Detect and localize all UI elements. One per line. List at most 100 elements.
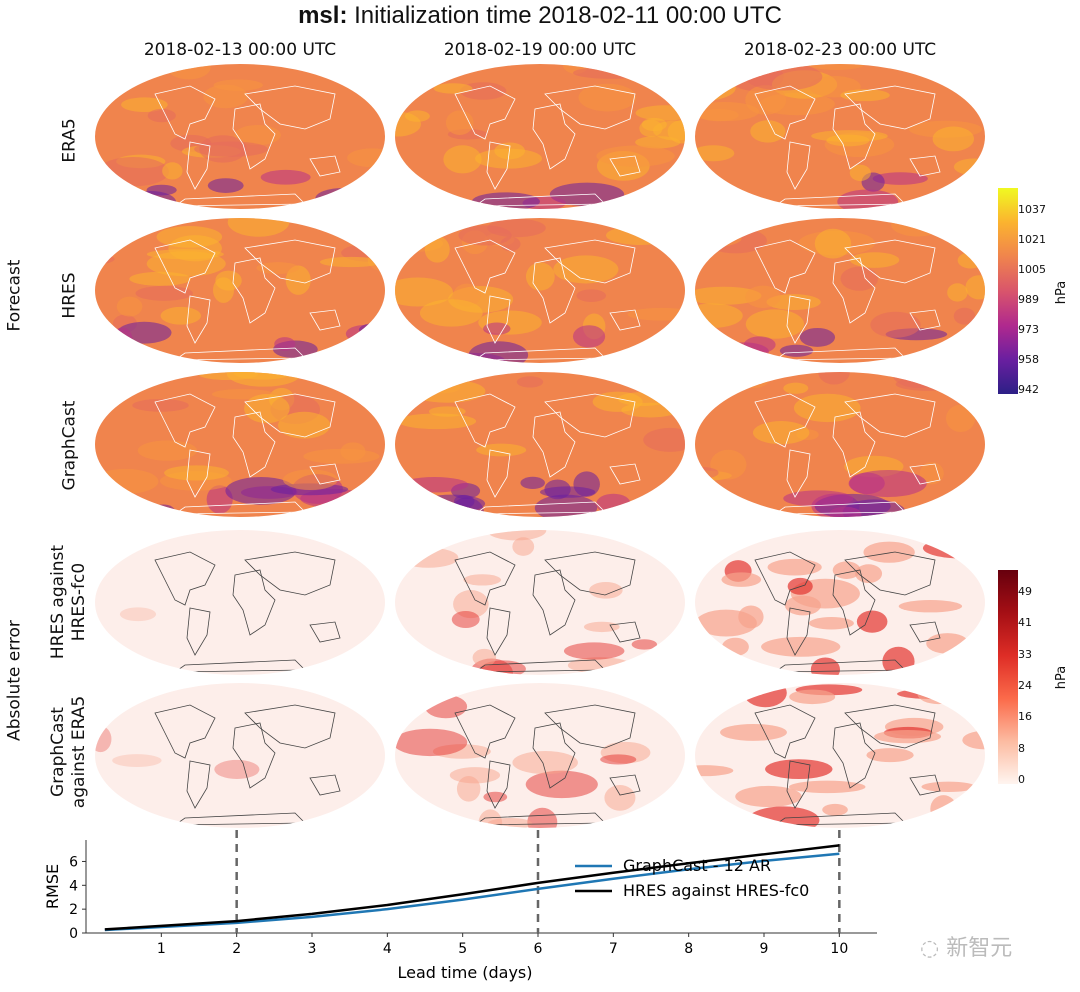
field-blob [234,125,281,146]
era5-map-col3 [695,64,985,209]
field-blob [863,541,915,563]
field-blob [207,178,244,193]
field-blob [534,494,598,517]
init-time: Initialization time 2018-02-11 00:00 UTC [354,2,782,29]
coastline [309,155,341,177]
field-blob [476,443,527,457]
field-blob [818,372,850,385]
field-blob [897,688,973,700]
field-blob [745,309,805,339]
x-tick-label: 9 [760,941,769,957]
field-blob [744,64,823,91]
forecast-colorbar-tick: 942 [1018,383,1039,396]
field-blob [112,754,162,767]
field-blob [695,286,762,305]
coastline [909,155,941,177]
field-blob [395,728,468,757]
group-label-error: Absolute error [4,620,25,741]
field-blob [596,145,675,167]
graphcast-error-map-col1 [95,683,385,828]
field-blob [695,800,727,824]
field-blob [212,277,235,303]
field-blob [315,187,374,209]
field-blob [604,784,636,811]
column-header-1: 2018-02-13 00:00 UTC [143,40,337,60]
field-blob [668,488,685,516]
field-blob [947,283,968,302]
field-blob [814,228,852,259]
hres-error-map-col1 [95,530,385,675]
field-blob [404,110,430,122]
field-blob [424,236,450,263]
error-colorbar-tick: 16 [1018,710,1032,724]
field-blob [576,289,607,302]
field-blob [606,225,675,246]
graphcast-map-col3 [695,372,985,517]
x-tick-label: 5 [458,941,467,957]
field-blob [132,398,189,412]
field-blob [935,808,985,822]
x-axis-label: Lead time (days) [397,963,532,982]
coastline [244,239,336,284]
coastline [609,463,641,485]
coastline [844,393,936,438]
y-tick-label: 2 [69,902,78,918]
field-blob [832,561,861,579]
forecast-colorbar-tick: 973 [1018,323,1039,336]
field-blob [274,337,296,351]
coastline [309,463,341,485]
field-blob [953,307,976,325]
coastline [786,760,811,809]
field-blob [695,765,734,777]
coastline [486,295,511,344]
field-blob [285,265,311,295]
field-blob [119,607,157,622]
field-blob [451,611,480,629]
field-blob [160,306,202,325]
coastline [909,621,941,643]
field-blob [405,352,452,363]
field-blob [808,617,854,630]
field-blob [433,83,473,94]
field-blob [926,633,969,654]
field-blob [948,492,985,507]
field-blob [137,440,198,461]
field-blob [866,748,914,763]
coastline [186,607,211,656]
field-blob [711,530,767,539]
y-tick-label: 4 [69,878,78,894]
x-tick-label: 7 [609,941,618,957]
error-colorbar-tick: 41 [1018,616,1032,630]
field-blob [395,345,426,363]
coastline [186,295,211,344]
coastline [544,393,636,438]
row-label-hres-error: HRES against HRES-fc0 [48,544,89,660]
field-blob [95,468,159,494]
field-blob [745,285,781,309]
forecast-colorbar-tick: 958 [1018,353,1039,366]
coastline [244,704,336,749]
coastline [909,774,941,796]
field-blob [327,67,373,84]
hres-error-map-col3 [695,530,985,675]
coastline [844,85,936,130]
field-blob [750,120,786,143]
field-blob [563,642,625,660]
coastline [786,607,811,656]
coastline [786,141,811,190]
field-blob [321,530,353,544]
coastline [154,393,216,448]
field-blob [779,344,814,357]
field-blob [789,780,866,794]
watermark: ◌ 新智元 [920,936,1013,961]
series-line-2 [104,844,840,931]
field-blob [752,421,810,445]
series-line-1 [104,852,840,932]
field-blob [732,507,768,517]
forecast-colorbar-tick: 1021 [1018,233,1046,246]
field-blob [95,533,142,544]
coastline [909,463,941,485]
field-blob [938,661,985,675]
field-blob [872,172,928,185]
field-blob [810,657,841,675]
